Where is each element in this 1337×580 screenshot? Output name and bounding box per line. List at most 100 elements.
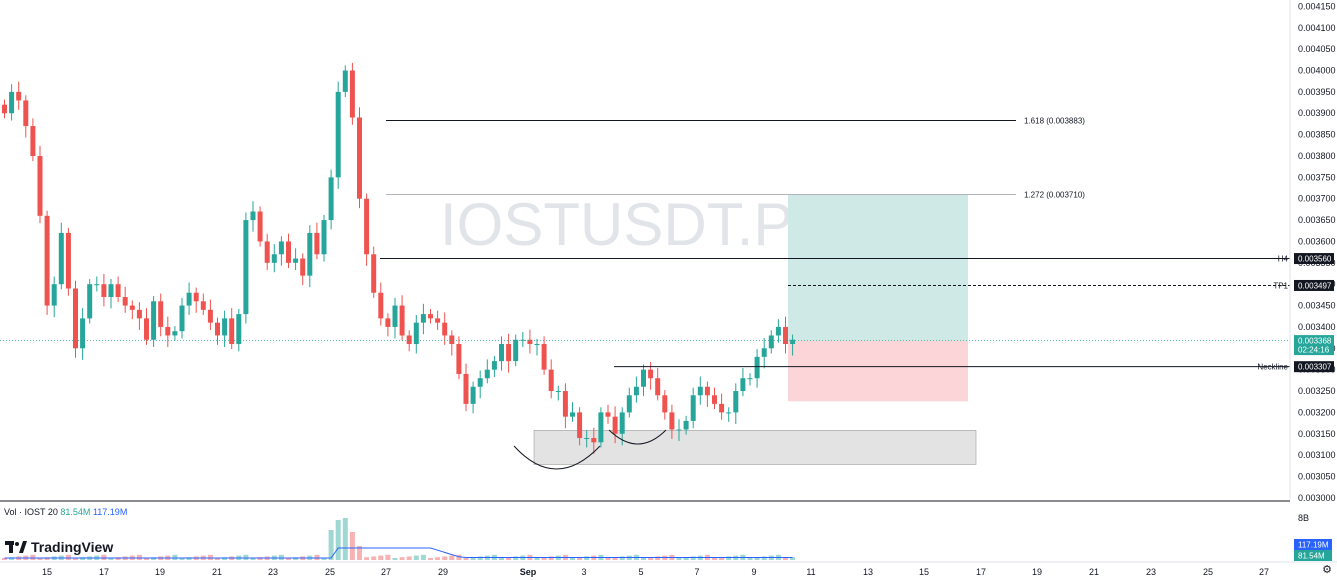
volume-bar xyxy=(371,556,377,560)
right-shoulder-arc xyxy=(608,429,667,445)
volume-bar xyxy=(548,556,554,560)
time-tick: 21 xyxy=(1089,567,1099,577)
candle-body xyxy=(726,412,732,414)
candle-body xyxy=(477,378,483,387)
levels-layer: 1.618 (0.003883) 1.272 (0.003710) H4 TP1 Nec… xyxy=(0,117,1290,372)
volume-bar xyxy=(648,557,654,560)
volume-ma-line xyxy=(4,547,793,559)
candle-body xyxy=(193,292,199,302)
candle-body xyxy=(612,416,618,434)
candle-body xyxy=(442,322,448,336)
time-tick: 13 xyxy=(863,567,873,577)
price-tick: 0.003900 xyxy=(1298,108,1336,118)
volume-bar xyxy=(207,554,213,560)
candle-body xyxy=(314,232,320,255)
h4-price-tag: 0.003560 xyxy=(1298,255,1332,264)
volume-bar xyxy=(413,555,419,560)
price-tick: 0.003950 xyxy=(1298,87,1336,97)
volume-legend[interactable]: Vol · IOST 20 81.54M 117.19M xyxy=(4,507,127,517)
volume-bar xyxy=(570,558,575,560)
price-tick: 0.004150 xyxy=(1298,1,1336,11)
current-price-tag-countdown: 02:24:16 xyxy=(1298,346,1330,355)
volume-bar xyxy=(761,556,767,560)
volume-value-tag xyxy=(1294,550,1332,561)
price-axis[interactable]: 0.004150 0.004100 0.004050 0.004000 0.003950… xyxy=(1294,1,1336,503)
candle-body xyxy=(470,386,476,404)
candle-body xyxy=(286,241,291,263)
candles-layer xyxy=(2,62,796,454)
candle-body xyxy=(108,284,114,298)
candle-body xyxy=(179,305,185,332)
volume-bar xyxy=(342,518,348,560)
candle-body xyxy=(129,305,135,310)
volume-bar xyxy=(584,556,590,560)
left-shoulder-arc xyxy=(513,445,601,470)
volume-bar xyxy=(499,558,504,560)
volume-bar xyxy=(321,558,327,560)
time-tick: 25 xyxy=(1203,567,1213,577)
price-tick: 0.003250 xyxy=(1298,386,1336,396)
fib-1272-label: 1.272 (0.003710) xyxy=(1024,190,1085,199)
candle-body xyxy=(144,318,149,340)
price-tick: 0.003600 xyxy=(1298,236,1336,246)
candle-body xyxy=(278,241,284,255)
candle-body xyxy=(378,292,384,319)
candle-body xyxy=(307,232,313,276)
volume-bar xyxy=(513,556,519,560)
volume-bar xyxy=(115,557,121,560)
h4-label: H4 xyxy=(1278,255,1289,264)
candle-body xyxy=(9,91,15,114)
candle-body xyxy=(676,429,682,431)
time-tick: 9 xyxy=(751,567,756,577)
candle-body xyxy=(555,391,561,393)
candle-body xyxy=(87,284,93,319)
volume-bar xyxy=(392,558,398,560)
candle-body xyxy=(23,100,29,127)
time-tick: 7 xyxy=(694,567,699,577)
settings-gear-icon[interactable]: ⚙ xyxy=(1322,564,1332,576)
price-tick: 0.003200 xyxy=(1298,407,1336,417)
candle-body xyxy=(30,126,36,156)
time-tick: 17 xyxy=(976,567,986,577)
volume-bar xyxy=(44,557,50,560)
tradingview-logo[interactable]: TradingView xyxy=(5,539,113,555)
volume-ma-tag xyxy=(1294,539,1332,550)
tp1-price-tag-bg xyxy=(1294,279,1334,291)
candle-body xyxy=(633,386,639,396)
volume-bar xyxy=(726,556,732,560)
volume-bar xyxy=(747,558,753,560)
candle-body xyxy=(534,344,540,346)
volume-ma-tag-text: 117.19M xyxy=(1298,541,1329,550)
time-tick: 27 xyxy=(381,567,391,577)
candle-body xyxy=(719,403,725,413)
candle-body xyxy=(37,155,43,216)
candle-body xyxy=(747,378,753,380)
price-tick: 0.004100 xyxy=(1298,23,1336,33)
volume-bar xyxy=(399,557,405,560)
volume-bar xyxy=(101,554,107,560)
tradingview-logo-text: TradingView xyxy=(31,539,114,555)
candle-body xyxy=(392,305,398,327)
volume-bar xyxy=(612,557,618,560)
candle-body xyxy=(513,339,519,362)
time-axis[interactable]: 15 17 19 21 23 25 27 29 Sep 3 5 7 9 11 13 15 17 19 21 23 25 2… xyxy=(42,567,1269,577)
volume-bar xyxy=(243,554,249,560)
current-price-tag: 0.003368 xyxy=(1298,337,1332,346)
volume-bar xyxy=(151,557,157,560)
volume-bar xyxy=(314,554,320,560)
candle-body xyxy=(562,391,568,417)
volume-bar xyxy=(783,558,788,560)
candle-body xyxy=(222,318,228,336)
volume-bar xyxy=(2,558,7,560)
price-tick: 0.003050 xyxy=(1298,471,1336,481)
candle-body xyxy=(584,438,590,440)
time-tick: 3 xyxy=(581,567,586,577)
demand-zone xyxy=(533,430,977,465)
candle-body xyxy=(136,309,142,319)
volume-bars xyxy=(2,518,796,560)
loss-zone xyxy=(788,340,968,402)
time-tick: 21 xyxy=(212,567,222,577)
price-tick: 0.003850 xyxy=(1298,130,1336,140)
candle-body xyxy=(257,211,263,242)
